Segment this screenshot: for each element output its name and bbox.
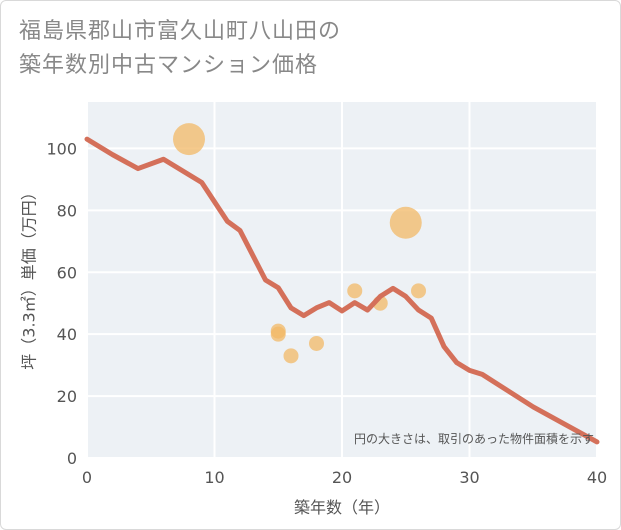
data-bubble [309, 335, 324, 351]
chart-title-line-2: 築年数別中古マンション価格 [19, 53, 319, 78]
data-bubble [283, 348, 299, 364]
bubble-series [173, 123, 426, 364]
x-tick-label: 0 [82, 468, 92, 487]
data-bubble [347, 283, 363, 299]
data-bubble [411, 283, 426, 299]
x-tick-label: 40 [587, 468, 607, 487]
y-tick-label: 80 [57, 201, 77, 220]
data-bubble [270, 326, 286, 342]
x-tick-label: 30 [459, 468, 479, 487]
x-axis-title: 築年数（年） [294, 498, 390, 517]
y-axis-title: 坪（3.3㎡）単価（万円） [20, 184, 39, 369]
axis-ticks: 0 10 20 30 40 0 20 40 60 80 100 [46, 139, 607, 487]
chart-title-line-1: 福島県郡山市富久山町八山田の [19, 19, 342, 44]
y-tick-label: 100 [46, 139, 77, 158]
bubble-size-note: 円の大きさは、取引のあった物件面積を示す [354, 431, 594, 446]
y-tick-label: 40 [57, 325, 77, 344]
chart-title: 福島県郡山市富久山町八山田の 築年数別中古マンション価格 [19, 15, 341, 83]
x-tick-label: 20 [332, 468, 352, 487]
average-price-line [84, 136, 600, 445]
data-bubble [389, 206, 422, 239]
y-tick-label: 20 [57, 387, 77, 406]
y-tick-label: 0 [67, 449, 77, 468]
data-bubble [173, 123, 205, 156]
y-tick-label: 60 [57, 263, 77, 282]
x-tick-label: 10 [204, 468, 224, 487]
grid-lines [86, 102, 598, 459]
price-line-series [84, 136, 600, 445]
